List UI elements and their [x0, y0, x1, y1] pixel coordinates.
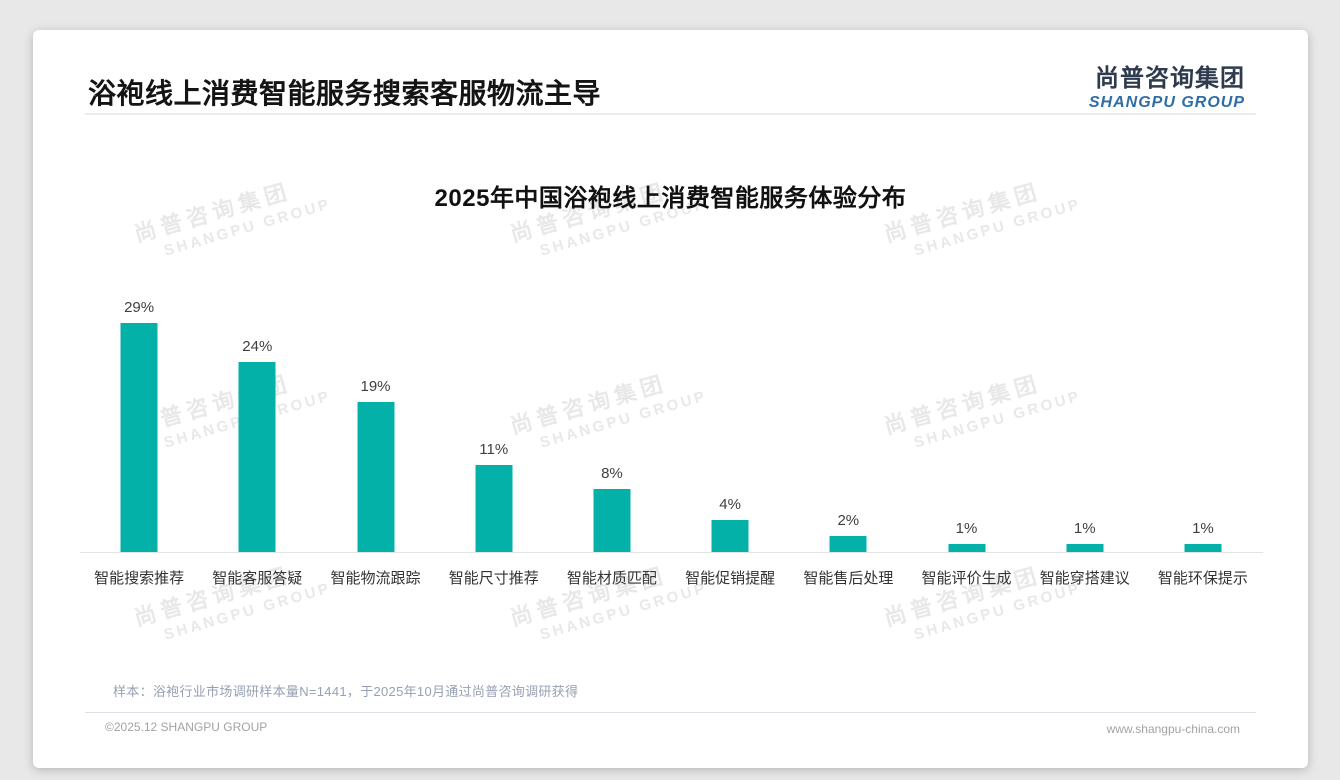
bar-chart: 29% 24% 19% 11% 8% 4% 2% 1% 1% 1%: [80, 292, 1262, 552]
x-axis-label: 智能搜索推荐: [94, 570, 185, 587]
bar: [948, 544, 986, 552]
page-title: 浴袍线上消费智能服务搜索客服物流主导: [88, 78, 602, 109]
bar-column: 24%: [198, 292, 316, 552]
footer-divider: [85, 712, 1256, 713]
bar: [829, 536, 867, 552]
bar-value-label: 1%: [955, 520, 978, 537]
sample-footnote: 样本：浴袍行业市场调研样本量N=1441，于2025年10月通过尚普咨询调研获得: [113, 684, 579, 699]
bar-column: 1%: [1026, 292, 1144, 552]
bar-value-label: 24%: [242, 338, 273, 355]
logo-english-text: SHANGPU GROUP: [1088, 94, 1245, 111]
x-axis-label: 智能评价生成: [921, 570, 1012, 587]
title-divider: [85, 113, 1256, 115]
bar-value-label: 1%: [1073, 520, 1096, 537]
bar: [475, 465, 513, 552]
company-logo: 尚普咨询集团 SHANGPU GROUP: [1089, 58, 1245, 112]
footer-copyright: ©2025.12 SHANGPU GROUP: [105, 720, 268, 734]
slide-card: 尚普咨询集团 SHANGPU GROUP 尚普咨询集团 SHANGPU GROUP 尚普…: [33, 30, 1308, 768]
chart-title: 2025年中国浴袍线上消费智能服务体验分布: [434, 185, 907, 212]
bar: [238, 362, 276, 552]
bar-column: 2%: [789, 292, 907, 552]
logo-chinese-text: 尚普咨询集团: [1095, 65, 1245, 92]
bar-column: 1%: [1144, 292, 1262, 552]
bar-value-label: 8%: [601, 465, 623, 482]
bar: [357, 402, 394, 552]
slide-content: 浴袍线上消费智能服务搜索客服物流主导 尚普咨询集团 SHANGPU GROUP …: [33, 30, 1308, 768]
bar-value-label: 19%: [360, 378, 391, 395]
bar-column: 1%: [907, 292, 1025, 552]
x-axis-label: 智能客服答疑: [212, 570, 303, 587]
bar-column: 19%: [316, 292, 434, 552]
bar-column: 29%: [80, 292, 198, 552]
x-axis-label: 智能穿搭建议: [1039, 570, 1130, 587]
bar: [1066, 544, 1104, 552]
x-axis-label: 智能促销提醒: [685, 570, 776, 587]
footer-website: www.shangpu-china.com: [1106, 722, 1240, 736]
bar-column: 8%: [553, 292, 671, 552]
bar-column: 4%: [671, 292, 789, 552]
bar-value-label: 4%: [719, 496, 741, 513]
x-axis-label: 智能材质匹配: [566, 570, 657, 587]
x-axis-line: [80, 552, 1263, 553]
bar-value-label: 29%: [124, 299, 155, 316]
bar: [593, 489, 631, 552]
bar-value-label: 2%: [837, 512, 860, 529]
x-axis-label: 智能物流跟踪: [330, 570, 421, 587]
x-axis-labels: 智能搜索推荐 智能客服答疑 智能物流跟踪 智能尺寸推荐 智能材质匹配 智能促销提醒 智能售后…: [80, 567, 1262, 588]
bar: [120, 323, 158, 552]
bar-value-label: 11%: [479, 441, 509, 458]
bar: [711, 520, 749, 552]
bar-column: 11%: [435, 292, 553, 552]
x-axis-label: 智能售后处理: [803, 570, 894, 587]
bar-value-label: 1%: [1192, 520, 1214, 537]
x-axis-label: 智能环保提示: [1157, 570, 1248, 587]
bar: [1184, 544, 1222, 552]
x-axis-label: 智能尺寸推荐: [448, 570, 539, 587]
